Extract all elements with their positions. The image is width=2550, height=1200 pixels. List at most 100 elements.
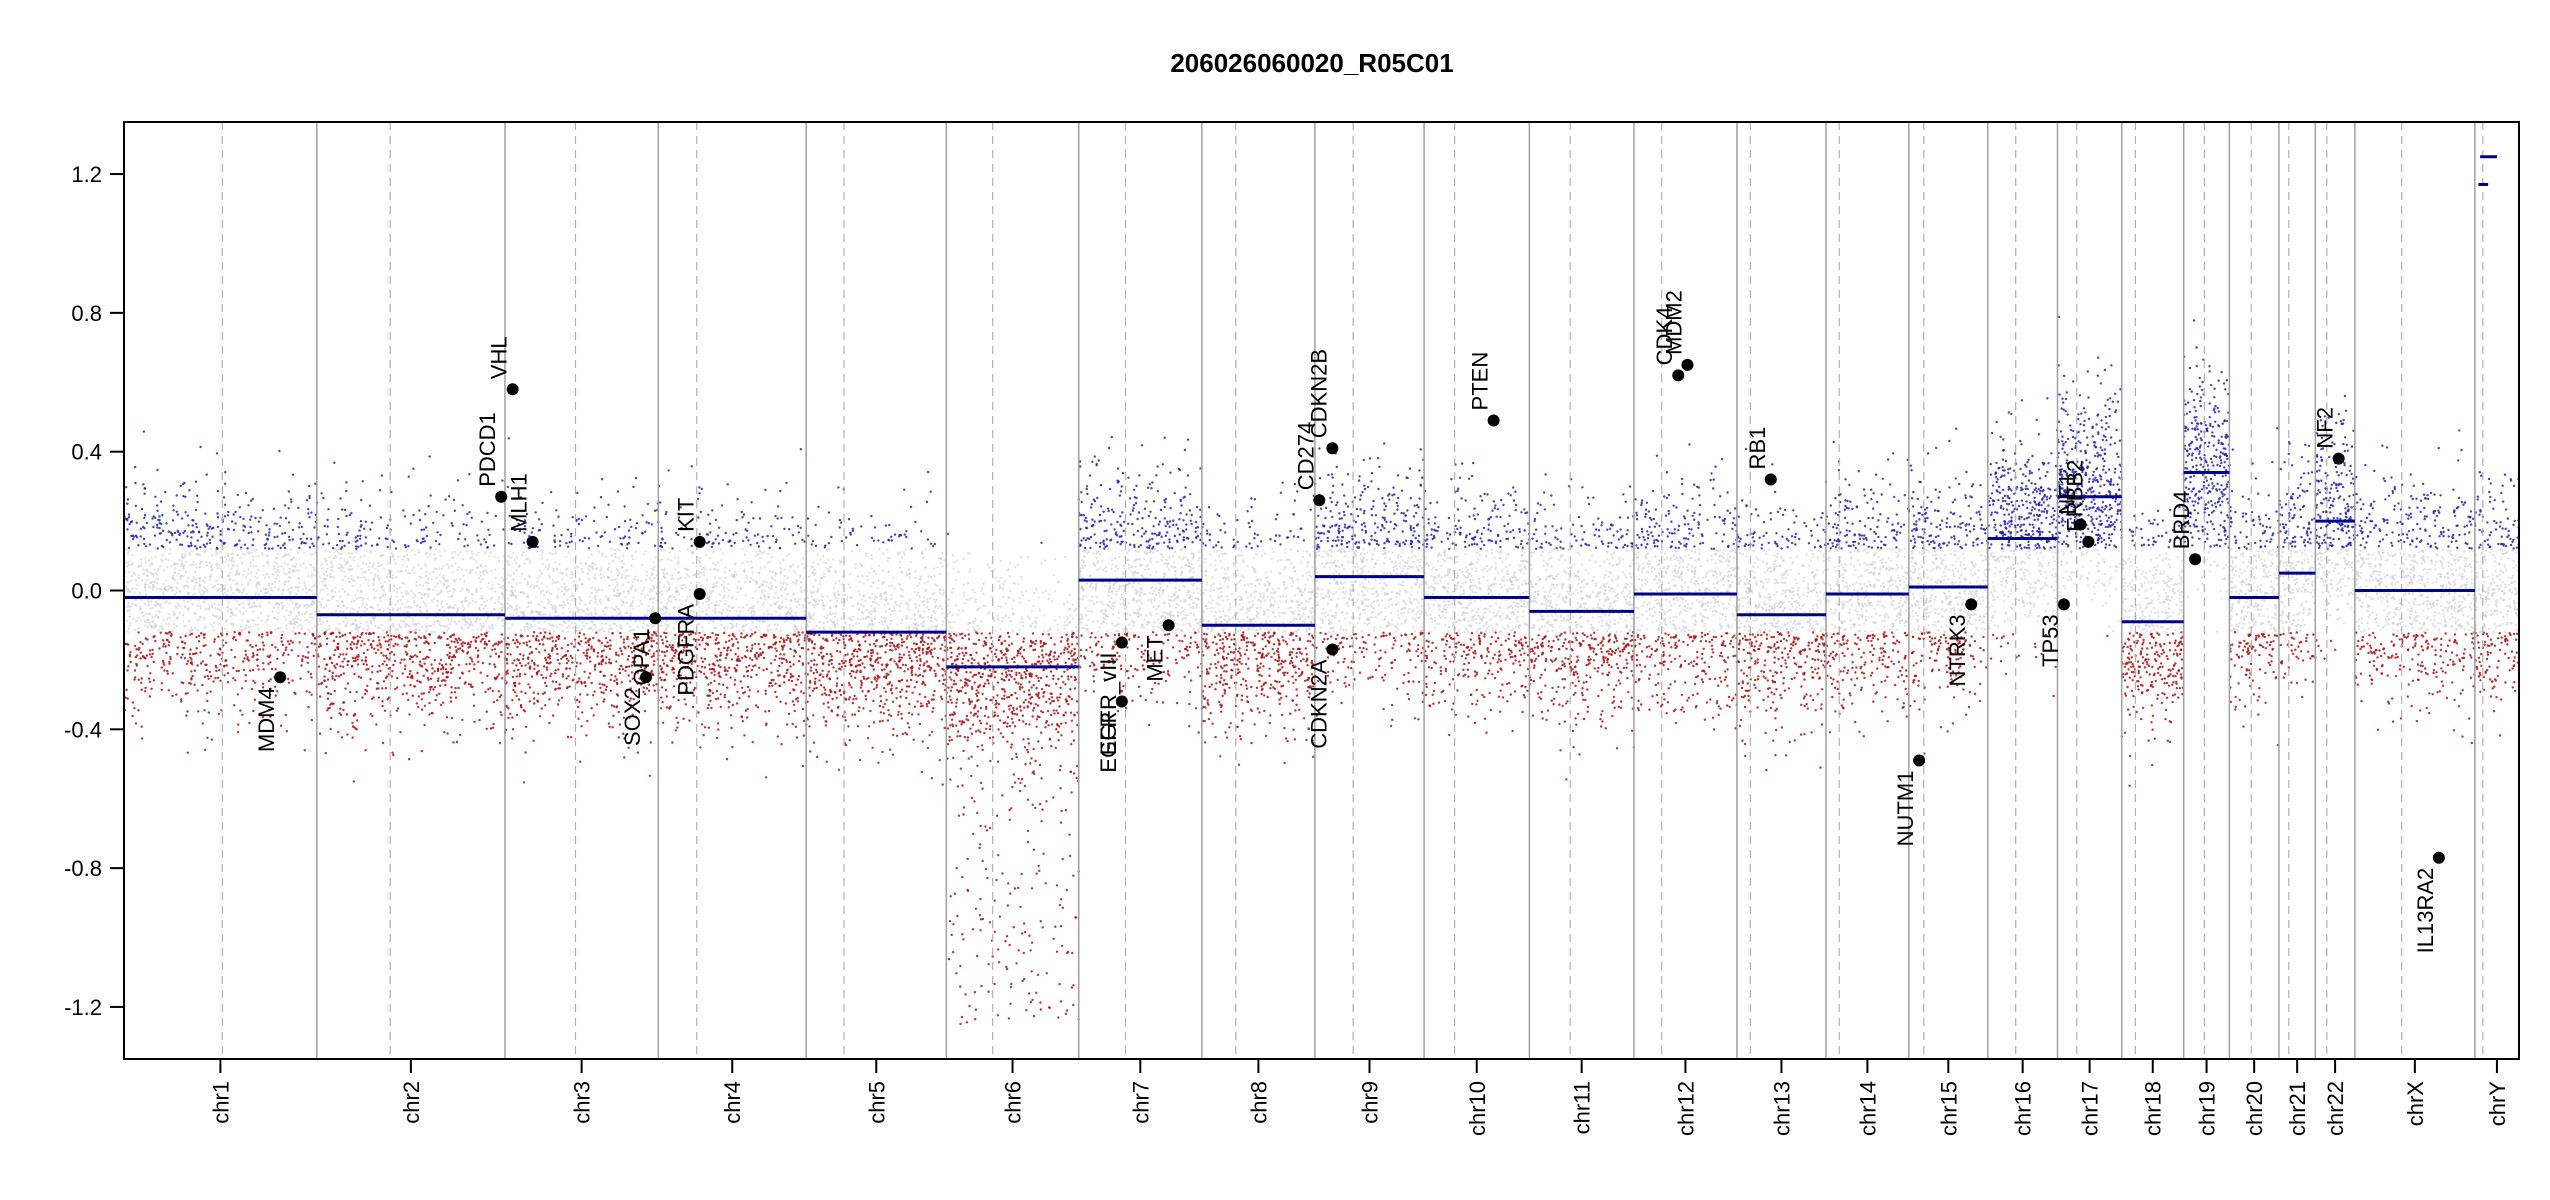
probe-point <box>371 714 374 718</box>
probe-point <box>360 640 364 643</box>
probe-point <box>197 531 201 534</box>
probe-point <box>201 722 204 725</box>
probe-point <box>198 590 201 593</box>
probe-point <box>296 551 300 554</box>
probe-point <box>626 547 629 550</box>
probe-point <box>319 695 322 698</box>
probe-point <box>233 631 236 634</box>
probe-point <box>196 494 199 497</box>
probe-points <box>122 315 2520 1026</box>
probe-point <box>377 604 380 607</box>
probe-point <box>506 652 509 656</box>
probe-point <box>250 551 253 554</box>
probe-point <box>189 656 192 659</box>
probe-point <box>594 567 597 570</box>
probe-point <box>509 593 512 597</box>
probe-point <box>661 721 665 724</box>
probe-point <box>180 698 183 701</box>
probe-point <box>326 709 329 712</box>
probe-point <box>526 596 530 599</box>
probe-point <box>254 516 257 520</box>
probe-point <box>801 557 805 560</box>
probe-point <box>342 701 346 704</box>
probe-point <box>794 582 797 585</box>
probe-point <box>518 675 521 678</box>
probe-point <box>660 558 664 561</box>
probe-point <box>327 627 331 630</box>
probe-point <box>608 658 611 661</box>
probe-point <box>790 679 794 683</box>
probe-point <box>205 473 208 476</box>
probe-point <box>310 575 313 579</box>
probe-point <box>483 600 486 604</box>
probe-point <box>736 690 739 693</box>
probe-point <box>758 647 762 651</box>
probe-point <box>151 652 154 655</box>
probe-point <box>736 591 739 594</box>
probe-point <box>593 506 596 509</box>
probe-point <box>193 592 196 596</box>
probe-point <box>182 531 185 534</box>
probe-point <box>163 669 166 672</box>
probe-point <box>767 552 770 555</box>
probe-point <box>350 552 354 555</box>
probe-point <box>594 611 597 615</box>
probe-point <box>264 587 268 591</box>
probe-point <box>307 574 310 578</box>
probe-point <box>148 680 152 683</box>
probe-point <box>207 608 211 611</box>
probe-point <box>247 598 250 602</box>
probe-point <box>525 644 529 647</box>
probe-point <box>176 587 179 590</box>
probe-point <box>351 568 354 571</box>
probe-point <box>479 587 483 590</box>
probe-point <box>647 604 650 608</box>
probe-point <box>492 544 496 547</box>
probe-point <box>690 465 693 468</box>
probe-point <box>284 517 288 520</box>
probe-point <box>384 640 387 643</box>
probe-point <box>198 588 201 591</box>
probe-point <box>775 600 779 604</box>
probe-point <box>127 546 131 550</box>
probe-point <box>538 575 541 578</box>
probe-point <box>660 696 663 699</box>
probe-point <box>698 581 701 585</box>
probe-point <box>600 663 603 666</box>
probe-point <box>464 538 467 541</box>
probe-point <box>780 661 784 665</box>
probe-point <box>297 654 300 658</box>
probe-point <box>765 585 768 588</box>
probe-point <box>455 622 458 626</box>
probe-point <box>173 592 176 596</box>
probe-point <box>487 581 491 585</box>
probe-point <box>593 573 597 577</box>
probe-point <box>744 709 748 712</box>
probe-point <box>423 592 427 596</box>
probe-point <box>554 639 558 642</box>
probe-point <box>561 675 565 678</box>
probe-point <box>419 660 422 663</box>
probe-point <box>135 521 138 524</box>
probe-point <box>584 612 588 615</box>
probe-point <box>243 553 246 556</box>
probe-point <box>528 561 531 564</box>
probe-point <box>425 587 428 591</box>
probe-point <box>615 678 618 681</box>
probe-point <box>141 642 144 646</box>
probe-point <box>616 548 619 551</box>
probe-point <box>515 694 518 698</box>
probe-point <box>134 628 137 632</box>
probe-point <box>326 567 329 571</box>
probe-point <box>660 620 664 623</box>
probe-point <box>545 585 549 588</box>
probe-point <box>556 703 560 706</box>
probe-point <box>589 565 593 568</box>
probe-point <box>285 730 288 733</box>
probe-point <box>282 651 286 655</box>
probe-point <box>288 642 291 646</box>
probe-point <box>197 584 201 588</box>
probe-point <box>567 619 570 623</box>
probe-point <box>300 613 304 616</box>
probe-point <box>282 568 285 571</box>
